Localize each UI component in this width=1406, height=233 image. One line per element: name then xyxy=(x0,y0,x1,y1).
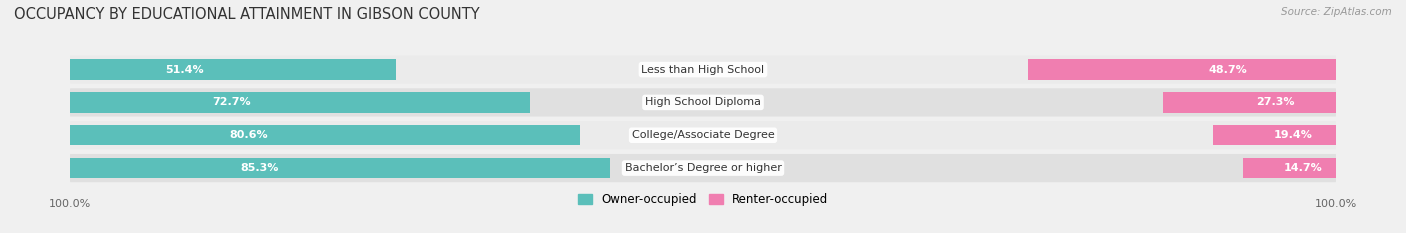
FancyBboxPatch shape xyxy=(70,88,1336,116)
Text: 80.6%: 80.6% xyxy=(229,130,269,140)
FancyBboxPatch shape xyxy=(70,154,1336,182)
FancyBboxPatch shape xyxy=(70,55,1336,84)
Text: 85.3%: 85.3% xyxy=(240,163,278,173)
Text: 19.4%: 19.4% xyxy=(1274,130,1312,140)
Text: Source: ZipAtlas.com: Source: ZipAtlas.com xyxy=(1281,7,1392,17)
Legend: Owner-occupied, Renter-occupied: Owner-occupied, Renter-occupied xyxy=(572,189,834,211)
Bar xyxy=(70,59,395,80)
Bar xyxy=(1163,92,1336,113)
Bar xyxy=(1028,59,1336,80)
Bar xyxy=(1213,125,1336,145)
Text: 27.3%: 27.3% xyxy=(1256,97,1295,107)
Text: 14.7%: 14.7% xyxy=(1284,163,1323,173)
Text: College/Associate Degree: College/Associate Degree xyxy=(631,130,775,140)
Text: Bachelor’s Degree or higher: Bachelor’s Degree or higher xyxy=(624,163,782,173)
Text: 72.7%: 72.7% xyxy=(212,97,250,107)
Text: Less than High School: Less than High School xyxy=(641,65,765,75)
Text: OCCUPANCY BY EDUCATIONAL ATTAINMENT IN GIBSON COUNTY: OCCUPANCY BY EDUCATIONAL ATTAINMENT IN G… xyxy=(14,7,479,22)
Bar xyxy=(70,92,530,113)
Bar xyxy=(70,125,581,145)
Bar xyxy=(70,158,610,178)
Text: 51.4%: 51.4% xyxy=(165,65,204,75)
Bar xyxy=(1243,158,1336,178)
Text: High School Diploma: High School Diploma xyxy=(645,97,761,107)
FancyBboxPatch shape xyxy=(70,121,1336,149)
Text: 48.7%: 48.7% xyxy=(1209,65,1247,75)
